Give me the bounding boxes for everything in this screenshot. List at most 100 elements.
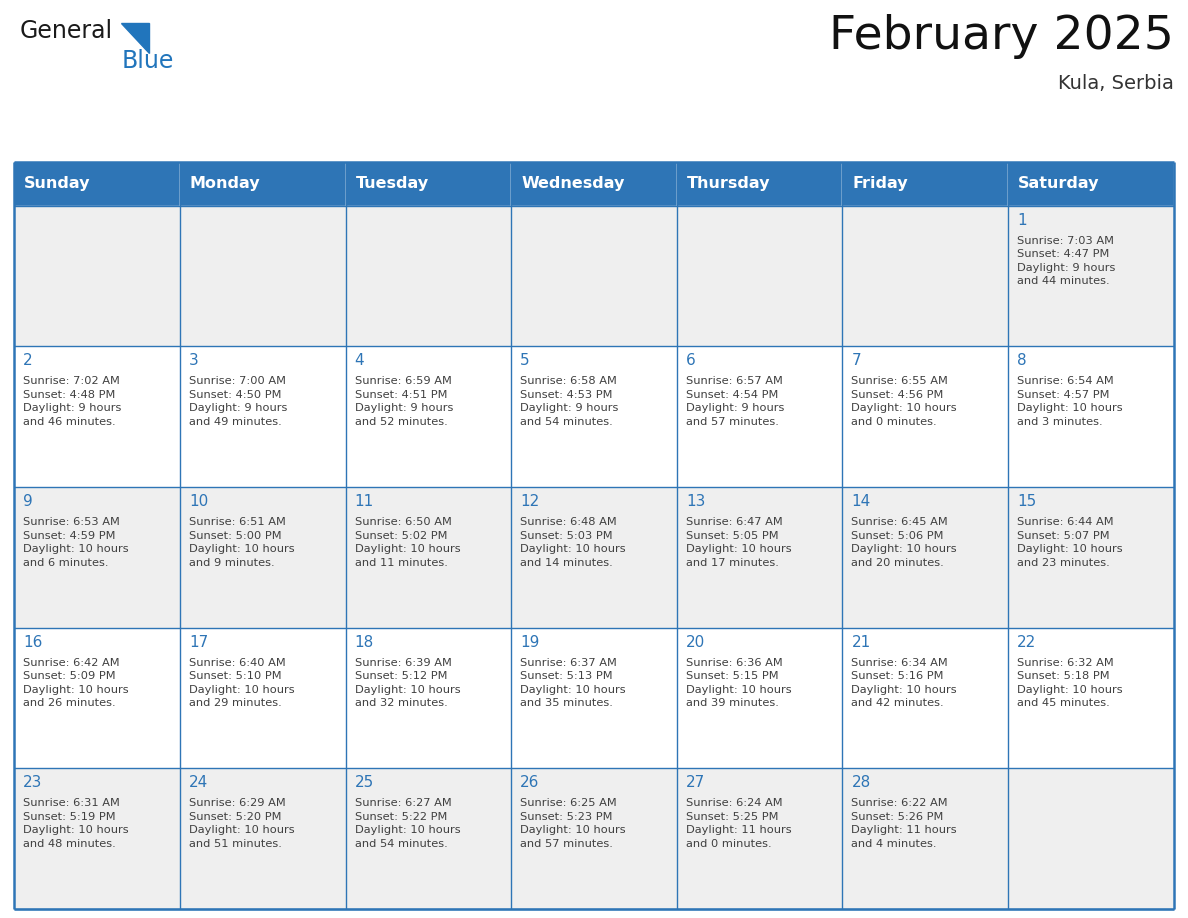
Text: Monday: Monday: [190, 176, 260, 191]
Bar: [677, 206, 842, 346]
Text: Sunrise: 6:48 AM
Sunset: 5:03 PM
Daylight: 10 hours
and 14 minutes.: Sunrise: 6:48 AM Sunset: 5:03 PM Dayligh…: [520, 517, 626, 567]
Bar: [179, 206, 346, 346]
Bar: [346, 628, 511, 768]
Bar: [1009, 768, 1174, 909]
Text: Tuesday: Tuesday: [355, 176, 429, 191]
Text: 19: 19: [520, 634, 539, 650]
Text: Sunrise: 6:51 AM
Sunset: 5:00 PM
Daylight: 10 hours
and 9 minutes.: Sunrise: 6:51 AM Sunset: 5:00 PM Dayligh…: [189, 517, 295, 567]
Text: Sunrise: 6:32 AM
Sunset: 5:18 PM
Daylight: 10 hours
and 45 minutes.: Sunrise: 6:32 AM Sunset: 5:18 PM Dayligh…: [1017, 657, 1123, 709]
Bar: [179, 768, 346, 909]
Text: Sunrise: 6:40 AM
Sunset: 5:10 PM
Daylight: 10 hours
and 29 minutes.: Sunrise: 6:40 AM Sunset: 5:10 PM Dayligh…: [189, 657, 295, 709]
Text: 24: 24: [189, 775, 208, 790]
Text: Sunrise: 6:37 AM
Sunset: 5:13 PM
Daylight: 10 hours
and 35 minutes.: Sunrise: 6:37 AM Sunset: 5:13 PM Dayligh…: [520, 657, 626, 709]
Bar: [14, 628, 179, 768]
Bar: [1009, 162, 1174, 206]
Text: 7: 7: [852, 353, 861, 368]
Text: Sunrise: 6:29 AM
Sunset: 5:20 PM
Daylight: 10 hours
and 51 minutes.: Sunrise: 6:29 AM Sunset: 5:20 PM Dayligh…: [189, 798, 295, 849]
Text: Sunrise: 6:57 AM
Sunset: 4:54 PM
Daylight: 9 hours
and 57 minutes.: Sunrise: 6:57 AM Sunset: 4:54 PM Dayligh…: [685, 376, 784, 427]
Text: 26: 26: [520, 775, 539, 790]
Text: 10: 10: [189, 494, 208, 509]
Bar: [179, 628, 346, 768]
Text: 6: 6: [685, 353, 695, 368]
Text: 5: 5: [520, 353, 530, 368]
Text: Sunrise: 6:39 AM
Sunset: 5:12 PM
Daylight: 10 hours
and 32 minutes.: Sunrise: 6:39 AM Sunset: 5:12 PM Dayligh…: [354, 657, 460, 709]
Text: Sunrise: 6:44 AM
Sunset: 5:07 PM
Daylight: 10 hours
and 23 minutes.: Sunrise: 6:44 AM Sunset: 5:07 PM Dayligh…: [1017, 517, 1123, 567]
Text: Sunrise: 6:55 AM
Sunset: 4:56 PM
Daylight: 10 hours
and 0 minutes.: Sunrise: 6:55 AM Sunset: 4:56 PM Dayligh…: [852, 376, 958, 427]
Bar: [511, 162, 677, 206]
Text: Sunrise: 6:54 AM
Sunset: 4:57 PM
Daylight: 10 hours
and 3 minutes.: Sunrise: 6:54 AM Sunset: 4:57 PM Dayligh…: [1017, 376, 1123, 427]
Text: 14: 14: [852, 494, 871, 509]
Text: Saturday: Saturday: [1018, 176, 1100, 191]
Text: 23: 23: [24, 775, 43, 790]
Bar: [14, 768, 179, 909]
Text: Sunrise: 6:59 AM
Sunset: 4:51 PM
Daylight: 9 hours
and 52 minutes.: Sunrise: 6:59 AM Sunset: 4:51 PM Dayligh…: [354, 376, 453, 427]
Bar: [14, 346, 179, 487]
Text: General: General: [19, 18, 113, 43]
Text: Sunrise: 6:50 AM
Sunset: 5:02 PM
Daylight: 10 hours
and 11 minutes.: Sunrise: 6:50 AM Sunset: 5:02 PM Dayligh…: [354, 517, 460, 567]
Bar: [179, 162, 346, 206]
Text: 2: 2: [24, 353, 33, 368]
Bar: [1009, 206, 1174, 346]
Bar: [842, 346, 1009, 487]
Text: Sunrise: 6:42 AM
Sunset: 5:09 PM
Daylight: 10 hours
and 26 minutes.: Sunrise: 6:42 AM Sunset: 5:09 PM Dayligh…: [24, 657, 128, 709]
Bar: [842, 487, 1009, 628]
Text: Sunrise: 7:00 AM
Sunset: 4:50 PM
Daylight: 9 hours
and 49 minutes.: Sunrise: 7:00 AM Sunset: 4:50 PM Dayligh…: [189, 376, 287, 427]
Text: 13: 13: [685, 494, 706, 509]
Text: 21: 21: [852, 634, 871, 650]
Text: Sunrise: 6:47 AM
Sunset: 5:05 PM
Daylight: 10 hours
and 17 minutes.: Sunrise: 6:47 AM Sunset: 5:05 PM Dayligh…: [685, 517, 791, 567]
Text: 8: 8: [1017, 353, 1026, 368]
Text: 9: 9: [24, 494, 33, 509]
Text: Sunrise: 6:58 AM
Sunset: 4:53 PM
Daylight: 9 hours
and 54 minutes.: Sunrise: 6:58 AM Sunset: 4:53 PM Dayligh…: [520, 376, 619, 427]
Text: 12: 12: [520, 494, 539, 509]
Text: Sunrise: 6:24 AM
Sunset: 5:25 PM
Daylight: 11 hours
and 0 minutes.: Sunrise: 6:24 AM Sunset: 5:25 PM Dayligh…: [685, 798, 791, 849]
Bar: [346, 487, 511, 628]
Text: 3: 3: [189, 353, 198, 368]
Text: Sunrise: 7:03 AM
Sunset: 4:47 PM
Daylight: 9 hours
and 44 minutes.: Sunrise: 7:03 AM Sunset: 4:47 PM Dayligh…: [1017, 236, 1116, 286]
Bar: [179, 346, 346, 487]
Bar: [511, 628, 677, 768]
Bar: [1009, 346, 1174, 487]
Bar: [842, 768, 1009, 909]
Bar: [511, 487, 677, 628]
Text: Wednesday: Wednesday: [522, 176, 625, 191]
Text: Sunrise: 6:22 AM
Sunset: 5:26 PM
Daylight: 11 hours
and 4 minutes.: Sunrise: 6:22 AM Sunset: 5:26 PM Dayligh…: [852, 798, 958, 849]
Text: 25: 25: [354, 775, 374, 790]
Bar: [511, 768, 677, 909]
Text: 11: 11: [354, 494, 374, 509]
Bar: [511, 206, 677, 346]
Bar: [1009, 628, 1174, 768]
Bar: [14, 162, 179, 206]
Bar: [14, 206, 179, 346]
Text: Sunrise: 6:45 AM
Sunset: 5:06 PM
Daylight: 10 hours
and 20 minutes.: Sunrise: 6:45 AM Sunset: 5:06 PM Dayligh…: [852, 517, 958, 567]
Text: Thursday: Thursday: [687, 176, 770, 191]
Text: Sunrise: 6:25 AM
Sunset: 5:23 PM
Daylight: 10 hours
and 57 minutes.: Sunrise: 6:25 AM Sunset: 5:23 PM Dayligh…: [520, 798, 626, 849]
Bar: [677, 628, 842, 768]
Text: 28: 28: [852, 775, 871, 790]
Text: Sunrise: 6:31 AM
Sunset: 5:19 PM
Daylight: 10 hours
and 48 minutes.: Sunrise: 6:31 AM Sunset: 5:19 PM Dayligh…: [24, 798, 128, 849]
Text: Friday: Friday: [853, 176, 908, 191]
Text: Blue: Blue: [121, 49, 173, 73]
Text: February 2025: February 2025: [829, 14, 1174, 59]
Text: Sunrise: 7:02 AM
Sunset: 4:48 PM
Daylight: 9 hours
and 46 minutes.: Sunrise: 7:02 AM Sunset: 4:48 PM Dayligh…: [24, 376, 121, 427]
Text: 17: 17: [189, 634, 208, 650]
Text: Kula, Serbia: Kula, Serbia: [1057, 73, 1174, 93]
Text: Sunrise: 6:27 AM
Sunset: 5:22 PM
Daylight: 10 hours
and 54 minutes.: Sunrise: 6:27 AM Sunset: 5:22 PM Dayligh…: [354, 798, 460, 849]
Bar: [842, 628, 1009, 768]
Text: Sunrise: 6:53 AM
Sunset: 4:59 PM
Daylight: 10 hours
and 6 minutes.: Sunrise: 6:53 AM Sunset: 4:59 PM Dayligh…: [24, 517, 128, 567]
Text: 27: 27: [685, 775, 704, 790]
Bar: [14, 487, 179, 628]
Bar: [346, 162, 511, 206]
Text: 20: 20: [685, 634, 704, 650]
Bar: [346, 206, 511, 346]
Polygon shape: [121, 23, 150, 52]
Text: Sunrise: 6:36 AM
Sunset: 5:15 PM
Daylight: 10 hours
and 39 minutes.: Sunrise: 6:36 AM Sunset: 5:15 PM Dayligh…: [685, 657, 791, 709]
Text: Sunrise: 6:34 AM
Sunset: 5:16 PM
Daylight: 10 hours
and 42 minutes.: Sunrise: 6:34 AM Sunset: 5:16 PM Dayligh…: [852, 657, 958, 709]
Text: 22: 22: [1017, 634, 1036, 650]
Bar: [179, 487, 346, 628]
Bar: [1009, 487, 1174, 628]
Bar: [842, 206, 1009, 346]
Bar: [346, 346, 511, 487]
Bar: [677, 487, 842, 628]
Text: 18: 18: [354, 634, 374, 650]
Bar: [677, 768, 842, 909]
